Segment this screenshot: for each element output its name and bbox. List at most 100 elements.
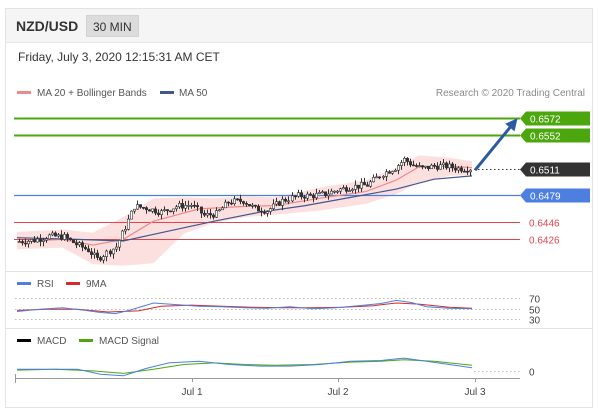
candle-body [239, 198, 243, 202]
candle-body [420, 165, 424, 168]
candle-body [148, 209, 152, 212]
candle-body [377, 176, 381, 179]
level-labels: 0.6572 0.6552 0.6511 0.6479 0.6446 0.6426 [520, 111, 590, 247]
x-axis: Jul 1 Jul 2 Jul 3 [15, 374, 520, 398]
candle-body [453, 167, 457, 171]
candle-body [329, 190, 333, 195]
candle-body [130, 210, 134, 220]
candle-body [44, 238, 48, 241]
macd-legend: MACD MACD Signal [17, 336, 159, 347]
candle-body [47, 234, 51, 240]
candle-body [411, 164, 415, 167]
candle-body [242, 201, 246, 204]
level-tag-0 [520, 111, 590, 126]
candle-body [251, 204, 255, 207]
candle-body [187, 205, 191, 207]
candle-body [399, 162, 403, 166]
candle-body [256, 205, 260, 212]
candle-body [93, 252, 97, 255]
candle-body [414, 165, 418, 167]
candle-body [26, 241, 30, 245]
candle-body [145, 207, 149, 211]
ma20-legend-swatch [17, 91, 31, 94]
level-label-1: 0.6552 [530, 132, 561, 143]
candle-body [271, 203, 275, 209]
candle-body [166, 209, 170, 212]
candle-body [254, 204, 258, 207]
candle-body [218, 209, 222, 212]
candle-body [353, 184, 357, 190]
x-tick-label-0: Jul 1 [181, 387, 203, 398]
timeframe-badge[interactable]: 30 MIN [86, 15, 139, 37]
candle-body [323, 191, 327, 197]
level-label-2: 0.6511 [530, 166, 560, 177]
candle-body [169, 210, 173, 213]
candle-body [133, 208, 137, 212]
forecast-arrow-head [505, 118, 518, 132]
candle-body [447, 163, 451, 169]
chart-datetime: Friday, July 3, 2020 12:15:31 AM CET [18, 50, 220, 64]
level-tag-1 [520, 128, 590, 143]
candle-body [139, 204, 143, 208]
candle-body [75, 242, 79, 246]
candle-body [444, 162, 448, 169]
candle-body [115, 246, 119, 250]
candle-body [308, 193, 312, 196]
rsi-ma-legend-swatch [66, 282, 80, 285]
candle-body [259, 210, 263, 213]
candle-body [233, 198, 237, 204]
candle-body [151, 208, 155, 212]
candle-body [178, 203, 182, 208]
candle-body [268, 208, 272, 212]
candle-body [118, 240, 122, 248]
main-legend: MA 20 + Bollinger Bands MA 50 Research ©… [17, 88, 585, 99]
candle-body [311, 194, 315, 199]
candle-body [459, 167, 463, 172]
candle-body [299, 192, 303, 198]
candle-body [62, 234, 66, 240]
candle-body [248, 204, 252, 207]
rsi-tick-label-50: 50 [529, 306, 541, 317]
rsi-tick-label-30: 30 [529, 316, 541, 327]
candle-body [405, 158, 409, 162]
candle-body [209, 213, 213, 216]
rsi-line [16, 299, 473, 315]
price-levels [14, 117, 520, 240]
candle-body [78, 242, 82, 246]
candle-body [317, 192, 321, 194]
candle-body [29, 239, 33, 242]
candle-body [84, 246, 88, 250]
candle-body [224, 201, 228, 209]
candle-body [396, 165, 400, 171]
level-label-5: 0.6426 [529, 236, 560, 247]
candle-body [175, 206, 179, 210]
candle-body [66, 234, 70, 239]
candle-body [81, 242, 85, 248]
macd-legend-label: MACD [37, 336, 66, 347]
level-tag-2 [520, 162, 590, 177]
ma20-legend-label: MA 20 + Bollinger Bands [37, 88, 147, 99]
candle-body [432, 164, 436, 167]
candle-body [314, 193, 318, 199]
instrument-name: NZD/USD [16, 18, 79, 34]
candle-body [221, 207, 225, 211]
candle-body [102, 256, 106, 261]
candle-body [350, 189, 354, 191]
candle-body [435, 165, 439, 170]
x-tick-label-2: Jul 3 [464, 387, 486, 398]
rsi-legend-label: RSI [37, 279, 54, 290]
candle-body [277, 201, 281, 206]
pane-separators [6, 271, 592, 329]
candle-body [468, 169, 472, 173]
candle-body [402, 158, 406, 163]
candle-body [99, 257, 103, 261]
candle-body [41, 239, 45, 242]
candle-body [438, 164, 442, 170]
candle-body [381, 176, 385, 178]
candle-body [212, 214, 216, 218]
macd-signal-line [16, 359, 473, 374]
candle-body [157, 212, 161, 215]
candle-body [38, 238, 42, 242]
candle-body [371, 177, 375, 183]
